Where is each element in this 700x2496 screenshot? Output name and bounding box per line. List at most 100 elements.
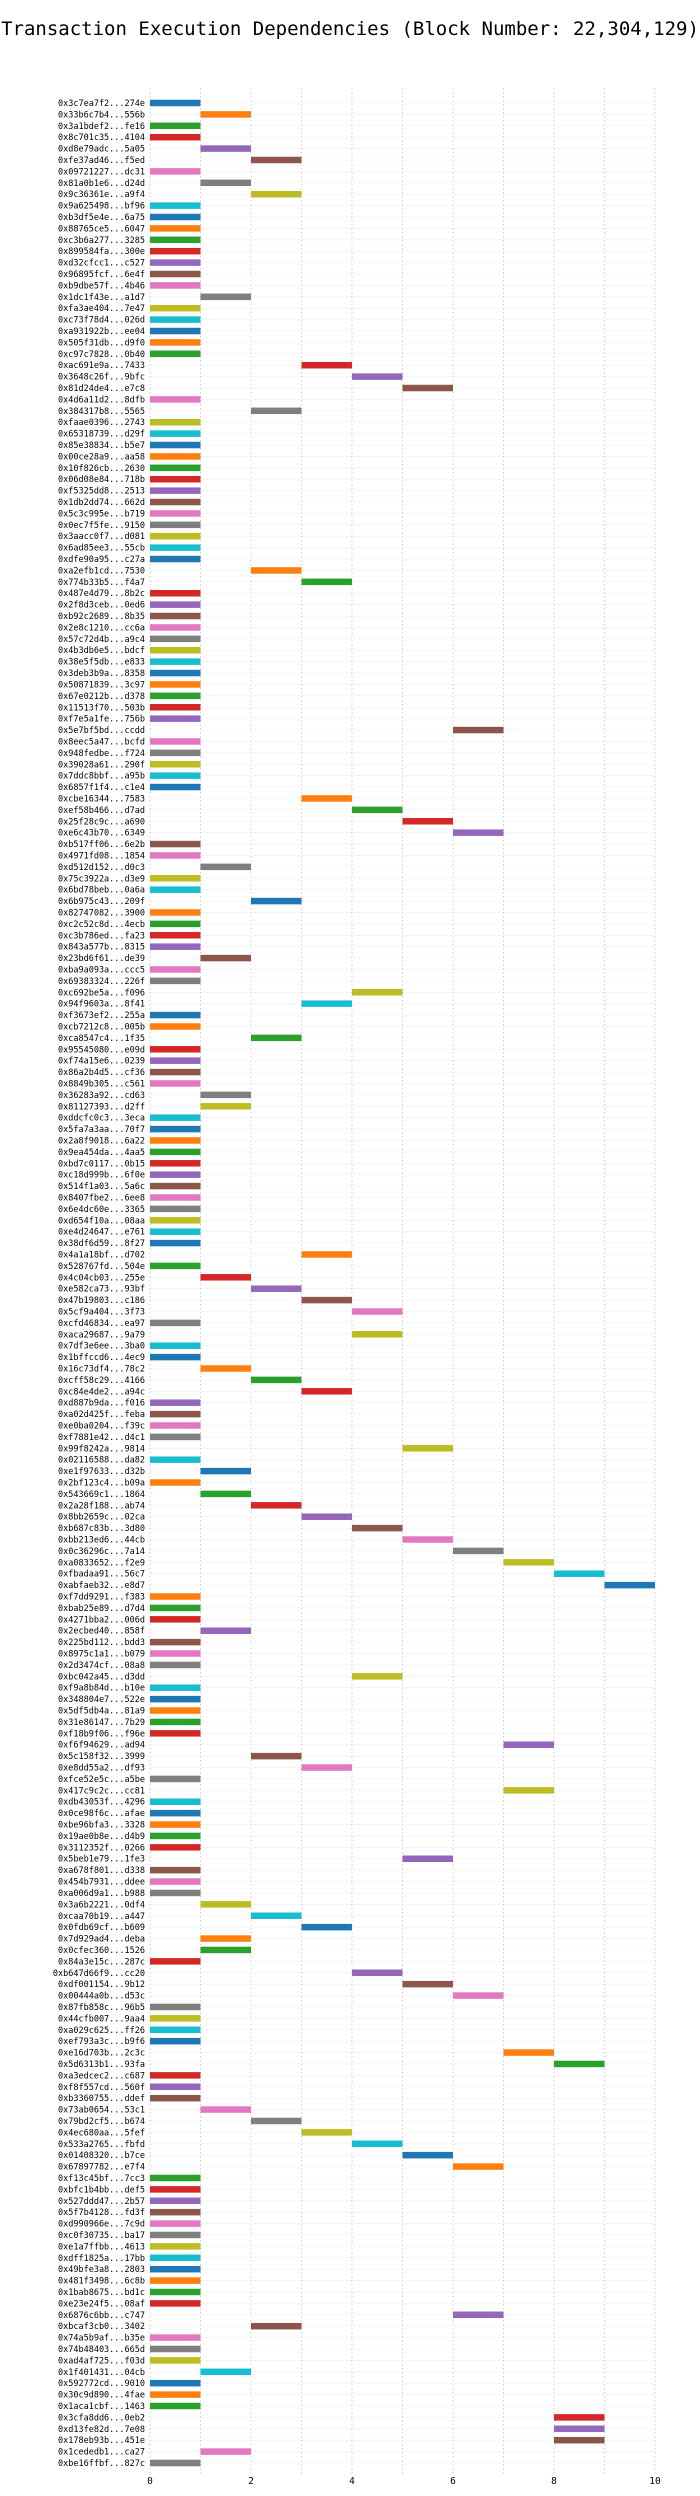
y-tick-label: 0x5d6313b1...93fa	[58, 2060, 145, 2070]
y-tick-label: 0x774b33b5...f4a7	[58, 578, 145, 588]
y-tick-label: 0xe1f97633...d32b	[58, 1467, 145, 1477]
transaction-bar	[200, 1901, 251, 1908]
transaction-bar	[150, 1707, 201, 1714]
y-tick-label: 0xcb7212c8...005b	[58, 1022, 145, 1032]
transaction-bar	[453, 2311, 504, 2319]
x-tick-label: 8	[551, 2476, 557, 2487]
transaction-bar	[301, 578, 352, 586]
transaction-bar	[200, 1091, 251, 1099]
transaction-bar	[301, 1251, 352, 1258]
transaction-bar	[352, 373, 403, 380]
transaction-bar	[150, 624, 201, 631]
y-tick-label: 0x16c73df4...78c2	[58, 1365, 145, 1375]
transaction-bar	[200, 1467, 251, 1475]
x-tick-label: 10	[649, 2476, 661, 2487]
y-tick-label: 0x454b7931...ddee	[58, 1878, 145, 1888]
transaction-bar	[402, 2151, 453, 2159]
y-tick-label: 0x2bf123c4...b09a	[58, 1479, 145, 1489]
y-tick-label: 0x19ae0b8e...d4b9	[58, 1832, 145, 1842]
transaction-bar	[150, 783, 201, 791]
transaction-bar	[150, 2391, 201, 2398]
y-tick-label: 0x09721227...dc31	[58, 167, 145, 177]
y-tick-label: 0xfbadaa91...56c7	[58, 1570, 145, 1580]
transaction-bar	[150, 1593, 201, 1600]
transaction-bar	[503, 1787, 554, 1794]
y-tick-label: 0x899584fa...300e	[58, 247, 145, 257]
y-tick-label: 0x44cfb007...9aa4	[58, 2014, 145, 2024]
transaction-bar	[150, 1205, 201, 1213]
transaction-bar	[150, 464, 201, 472]
transaction-bar	[251, 1752, 302, 1760]
transaction-bar	[150, 1479, 201, 1486]
y-tick-label: 0x2a28f188...ab74	[58, 1501, 145, 1511]
y-tick-label: 0x33b6c7b4...556b	[58, 110, 145, 120]
transaction-bar	[150, 966, 201, 973]
y-tick-label: 0xf9a8b84d...b10e	[58, 1684, 145, 1694]
y-tick-label: 0x1bab8675...bd1c	[58, 2288, 145, 2298]
transaction-bar	[150, 1171, 201, 1178]
y-tick-label: 0xbc042a45...d3dd	[58, 1672, 145, 1682]
transaction-bar	[251, 156, 302, 164]
transaction-bar	[453, 829, 504, 836]
y-tick-label: 0xd512d152...d0c3	[58, 863, 145, 873]
transaction-bar	[150, 2208, 201, 2216]
transaction-bar	[402, 1855, 453, 1862]
y-tick-label: 0x5df5db4a...81a9	[58, 1707, 145, 1717]
y-tick-label: 0xc3b786ed...fa23	[58, 931, 145, 941]
transaction-bar	[150, 635, 201, 643]
transaction-bar	[150, 1399, 201, 1406]
transaction-bar	[150, 658, 201, 665]
y-tick-label: 0x543669c1...1864	[58, 1490, 145, 1500]
transaction-bar	[200, 145, 251, 152]
transaction-bar	[352, 1524, 403, 1532]
y-tick-label: 0x1bffccd6...4ec9	[58, 1353, 145, 1363]
y-tick-label: 0xdf001154...9b12	[58, 1980, 145, 1990]
y-tick-label: 0xf8f557cd...560f	[58, 2083, 145, 2093]
transaction-bar	[503, 2049, 554, 2056]
y-tick-label: 0xe1a7ffbb...4613	[58, 2242, 145, 2252]
y-tick-label: 0xc18d999b...6f0e	[58, 1171, 145, 1181]
transaction-bar	[150, 852, 201, 859]
y-tick-label: 0x79bd2cf5...b674	[58, 2117, 145, 2127]
y-tick-label: 0xb647d66f9...cc20	[53, 1969, 145, 1979]
y-tick-label: 0x4c04cb03...255e	[58, 1273, 145, 1283]
y-tick-label: 0x65318739...d29f	[58, 430, 145, 440]
transaction-bar	[150, 1068, 201, 1076]
transaction-bar	[150, 1616, 201, 1623]
transaction-bar	[453, 726, 504, 734]
transaction-bar	[301, 795, 352, 802]
y-tick-label: 0xfaae0396...2743	[58, 418, 145, 428]
transaction-bar	[150, 1661, 201, 1669]
y-tick-label: 0x3aacc0f7...d081	[58, 532, 145, 542]
y-tick-label: 0x30c9d890...4fae	[58, 2391, 145, 2401]
y-tick-label: 0x417c9c2c...cc81	[58, 1786, 145, 1796]
transaction-bar	[150, 1695, 201, 1703]
transaction-bar	[150, 2015, 201, 2022]
y-tick-label: 0x2d3474cf...08a8	[58, 1661, 145, 1671]
transaction-bar	[150, 339, 201, 346]
y-tick-label: 0xa02d425f...feba	[58, 1410, 145, 1420]
transaction-bar	[150, 2220, 201, 2227]
transaction-bar	[150, 1023, 201, 1030]
y-tick-label: 0xb3360755...ddef	[58, 2094, 145, 2104]
transaction-bar	[150, 304, 201, 312]
y-tick-label: 0x1aca1cbf...1463	[58, 2402, 145, 2412]
y-tick-label: 0xe6c43b70...6349	[58, 829, 145, 839]
transaction-bar	[150, 1798, 201, 1805]
transaction-bar	[402, 818, 453, 825]
transaction-bar	[150, 316, 201, 323]
transaction-bar	[150, 909, 201, 916]
y-tick-label: 0x10f826cb...2630	[58, 464, 145, 474]
transaction-bar	[251, 2322, 302, 2330]
y-tick-label: 0xf74a15e6...0239	[58, 1057, 145, 1067]
transaction-bar	[150, 2231, 201, 2239]
transaction-bar	[150, 1194, 201, 1201]
y-tick-label: 0x5c3c995e...b719	[58, 509, 145, 519]
transaction-bar	[150, 122, 201, 130]
transaction-bar	[352, 806, 403, 814]
y-tick-label: 0x9ea454da...4aa5	[58, 1148, 145, 1158]
transaction-bar	[554, 2414, 605, 2421]
transaction-bar	[150, 1080, 201, 1087]
transaction-bar	[251, 1034, 302, 1042]
